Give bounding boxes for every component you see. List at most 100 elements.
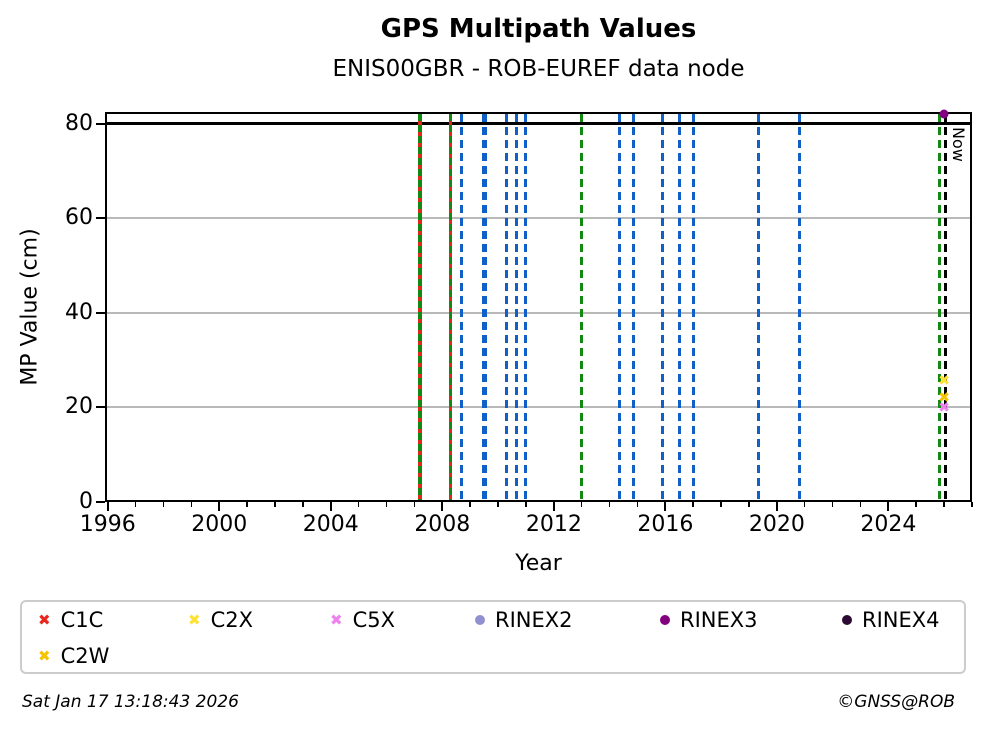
x-tick-minor	[246, 502, 248, 507]
legend-item-rinex2: RINEX2	[475, 606, 573, 634]
x-tick-major	[441, 502, 444, 511]
event-line-blue-dashed	[691, 114, 695, 500]
x-tick-label: 2008	[414, 512, 471, 537]
chart-title: GPS Multipath Values	[380, 14, 697, 44]
x-tick-label: 2020	[748, 512, 805, 537]
event-line-blue-dashed	[514, 114, 518, 500]
x-tick-minor	[971, 502, 973, 507]
x-tick-minor	[469, 502, 471, 507]
legend-item-c2x: ✖ C2X	[188, 606, 253, 634]
event-line-blue-dashed	[460, 114, 464, 500]
x-tick-label: 2024	[860, 512, 917, 537]
x-tick-label: 2004	[302, 512, 359, 537]
legend-label: RINEX3	[680, 608, 758, 632]
x-tick-major	[664, 502, 667, 511]
x-tick-major	[329, 502, 332, 511]
x-tick-label: 2000	[191, 512, 248, 537]
x-tick-minor	[274, 502, 276, 507]
x-tick-minor	[748, 502, 750, 507]
legend: ✖ C1C ✖ C2X ✖ C5X RINEX2 RINEX3 RINEX4 ✖ C2W	[20, 600, 966, 674]
event-line-blue-dashed	[504, 114, 508, 500]
legend-x-icon: ✖	[188, 610, 201, 629]
legend-label: C1C	[60, 608, 104, 632]
event-line-blue-dashed	[524, 114, 528, 500]
y-tick	[96, 406, 105, 409]
event-line-green-dashed	[938, 114, 942, 500]
x-tick-minor	[831, 502, 834, 507]
x-tick-minor	[580, 502, 583, 507]
x-tick-minor	[692, 502, 694, 507]
x-tick-label: 2016	[637, 512, 694, 537]
x-tick-minor	[859, 502, 862, 507]
y-tick-label: 40	[65, 299, 93, 325]
y-tick	[96, 217, 105, 220]
x-tick-major	[887, 502, 890, 511]
legend-label: C2W	[60, 644, 110, 668]
x-tick-minor	[803, 502, 806, 507]
x-tick-major	[218, 502, 221, 511]
x-tick-minor	[497, 502, 499, 507]
marker-c5x: ✖	[938, 399, 950, 416]
event-line-blue-dashed	[797, 114, 801, 500]
event-line-green-dashed	[580, 114, 584, 500]
event-line-green-red	[448, 114, 453, 500]
event-line-blue-dashed	[617, 114, 621, 500]
legend-item-rinex3: RINEX3	[660, 606, 758, 634]
marker-c2x: ✖	[938, 372, 950, 389]
footer-credit: ©GNSS@ROB	[837, 692, 955, 712]
event-line-black-dashed	[944, 114, 948, 500]
legend-x-icon: ✖	[38, 610, 51, 629]
x-axis-label: Year	[515, 551, 562, 576]
y-axis-label: MP Value (cm)	[17, 228, 43, 386]
x-tick-major	[106, 502, 109, 511]
event-line-blue-dashed	[481, 114, 487, 500]
x-tick-minor	[162, 502, 165, 507]
grid-line	[107, 406, 970, 409]
x-tick-minor	[190, 502, 193, 507]
y-tick-label: 60	[65, 205, 93, 231]
event-line-blue-dashed	[757, 114, 761, 500]
legend-dot-icon	[475, 615, 485, 625]
y-tick	[96, 311, 105, 314]
footer-timestamp: Sat Jan 17 13:18:43 2026	[22, 692, 239, 712]
now-label: Now	[949, 127, 968, 162]
x-tick-minor	[302, 502, 304, 507]
x-tick-minor	[357, 502, 360, 507]
x-tick-minor	[608, 502, 611, 507]
y-tick-label: 20	[65, 394, 93, 420]
marker-rinex3	[939, 109, 949, 119]
x-tick-minor	[134, 502, 137, 507]
event-line-blue-dashed	[677, 114, 681, 500]
legend-x-icon: ✖	[38, 646, 51, 665]
x-tick-minor	[720, 502, 722, 507]
legend-dot-icon	[660, 615, 670, 625]
x-tick-minor	[413, 502, 416, 507]
event-line-blue-dashed	[631, 114, 635, 500]
plot-area	[105, 112, 972, 502]
legend-item-c5x: ✖ C5X	[330, 606, 395, 634]
legend-dot-icon	[842, 615, 852, 625]
event-line-blue-dashed	[661, 114, 665, 500]
y-tick-label: 0	[79, 489, 93, 514]
legend-item-c1c: ✖ C1C	[38, 606, 103, 634]
grid-line	[107, 311, 970, 314]
x-tick-minor	[943, 502, 945, 507]
threshold-line-80	[105, 122, 972, 126]
x-tick-minor	[385, 502, 388, 507]
marker-c2w: ✖	[938, 390, 950, 407]
legend-label: RINEX2	[495, 608, 573, 632]
y-tick	[96, 122, 105, 125]
grid-line	[107, 217, 970, 220]
event-line-green-red	[418, 114, 422, 500]
x-tick-label: 1996	[79, 512, 136, 537]
y-tick-label: 80	[65, 110, 93, 136]
legend-label: RINEX4	[862, 608, 940, 632]
legend-label: C2X	[210, 608, 253, 632]
legend-label: C5X	[352, 608, 395, 632]
legend-item-rinex4: RINEX4	[842, 606, 940, 634]
x-tick-minor	[636, 502, 639, 507]
x-tick-minor	[525, 502, 527, 507]
x-tick-major	[775, 502, 778, 511]
legend-x-icon: ✖	[330, 610, 343, 629]
